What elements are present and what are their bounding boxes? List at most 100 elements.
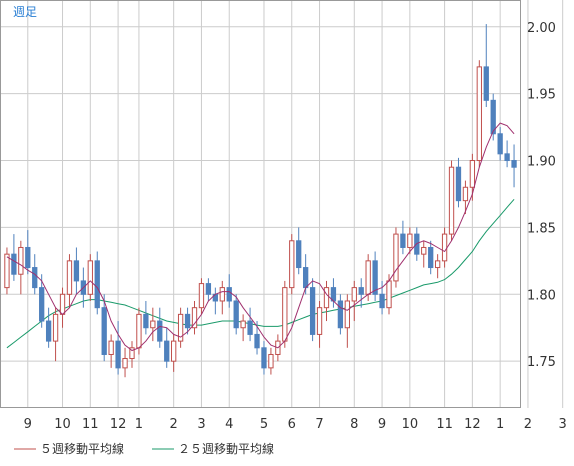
ma5-path: [6, 122, 515, 352]
candle-body: [184, 313, 191, 329]
ma25-path: [6, 198, 515, 349]
x-tick-label: 11: [82, 417, 99, 432]
candle-body: [511, 160, 517, 168]
candle-body: [191, 307, 198, 329]
candle-41: [289, 234, 295, 295]
candle-body: [157, 320, 163, 342]
candle-71: [497, 127, 503, 161]
candle-body: [164, 340, 170, 362]
period-label: 週足: [13, 5, 37, 19]
candle-body: [39, 287, 45, 322]
candle-body: [282, 287, 288, 342]
candle-51: [358, 278, 364, 308]
candle-31: [219, 280, 225, 315]
candle-22: [157, 307, 163, 348]
ma25-line: [6, 198, 515, 349]
candle-58: [407, 227, 413, 255]
candle-body: [108, 340, 114, 355]
candle-12: [87, 254, 93, 301]
candle-body: [205, 283, 212, 295]
x-tick-label: 4: [225, 417, 233, 432]
candle-body: [337, 300, 344, 329]
candle-28: [198, 278, 205, 315]
x-tick-label: 2: [170, 417, 178, 432]
candle-body: [136, 313, 142, 349]
candle-66: [462, 180, 469, 215]
candle-body: [448, 166, 455, 235]
candle-0: [4, 247, 10, 295]
candle-body: [309, 287, 316, 335]
candle-24: [171, 334, 177, 372]
candle-49: [344, 294, 350, 348]
x-tick-label: 10: [54, 417, 71, 432]
candle-72: [504, 140, 510, 168]
candle-body: [11, 253, 17, 275]
candle-body: [129, 347, 135, 360]
x-tick-label: 1: [496, 417, 504, 432]
y-tick-label: 1.95: [527, 88, 556, 103]
x-tick-label: 9: [378, 417, 386, 432]
candle-46: [323, 280, 330, 322]
candle-body: [302, 267, 309, 289]
candle-body: [122, 358, 128, 369]
x-tick-label: 10: [402, 417, 419, 432]
y-axis-tick-labels: 1.75 1.80 1.85 1.90 1.95 2.00: [527, 21, 556, 370]
candle-54: [379, 280, 385, 315]
candle-body: [351, 287, 357, 302]
candle-body: [247, 320, 253, 335]
x-tick-label: 1: [135, 417, 143, 432]
candle-body: [372, 260, 378, 295]
candle-body: [94, 260, 100, 309]
x-tick-label: 12: [464, 417, 481, 432]
x-tick-label: 8: [350, 417, 358, 432]
candle-35: [247, 307, 253, 342]
candle-body: [150, 320, 156, 329]
candle-1: [11, 234, 17, 281]
candle-body: [177, 313, 184, 342]
candle-73: [511, 144, 517, 188]
candle-body: [66, 260, 73, 295]
legend-ma5-label: ５週移動平均線: [40, 441, 124, 456]
candle-21: [150, 307, 156, 342]
candle-body: [393, 233, 399, 282]
candle-32: [226, 274, 232, 308]
candle-25: [177, 307, 184, 348]
candle-body: [476, 66, 482, 162]
candle-38: [268, 347, 274, 375]
candle-18: [129, 341, 135, 368]
candle-body: [344, 300, 350, 329]
candle-body: [254, 333, 260, 349]
x-axis-tick-labels: 910111212345678910111212345: [24, 417, 567, 432]
candle-5: [39, 274, 45, 328]
candle-body: [400, 233, 406, 248]
candle-body: [52, 313, 59, 342]
plot-frame: [0, 0, 521, 408]
candle-body: [4, 253, 10, 289]
candle-60: [421, 240, 427, 268]
candle-3: [25, 230, 31, 275]
x-tick-label: 7: [315, 417, 323, 432]
candle-body: [386, 280, 392, 309]
candle-body: [504, 153, 510, 162]
y-tick-label: 2.00: [527, 21, 556, 36]
candle-62: [434, 254, 441, 279]
candle-29: [205, 278, 212, 301]
candle-53: [372, 251, 378, 301]
candle-9: [66, 254, 73, 308]
candle-23: [164, 327, 170, 368]
candle-14: [101, 294, 107, 362]
candle-61: [428, 240, 434, 275]
x-tick-label: 3: [197, 417, 205, 432]
candle-17: [122, 347, 128, 378]
x-tick-label: 5: [260, 417, 268, 432]
candle-body: [240, 320, 246, 329]
candle-body: [469, 160, 476, 188]
candle-64: [448, 160, 455, 241]
candle-body: [171, 340, 177, 362]
candle-body: [45, 320, 52, 342]
candle-body: [490, 99, 496, 135]
candle-body: [115, 340, 121, 369]
candle-body: [434, 260, 441, 269]
